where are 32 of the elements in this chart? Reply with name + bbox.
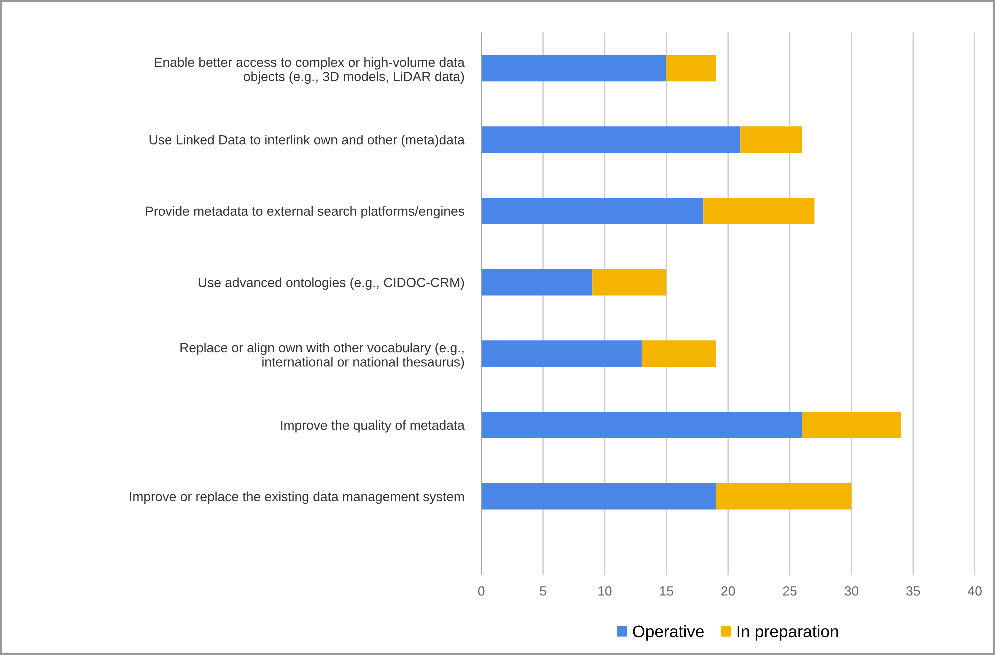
bar — [482, 126, 741, 153]
y-tick-label: Improve the quality of metadata — [281, 420, 465, 433]
bar — [716, 483, 852, 510]
legend-label: In preparation — [738, 625, 838, 641]
bar — [802, 412, 902, 438]
x-tick-label: 5 — [540, 586, 546, 596]
x-tick-label: 25 — [783, 586, 797, 596]
bar — [642, 340, 716, 368]
x-tick-label: 35 — [906, 586, 920, 596]
x-tick-label: 30 — [844, 586, 859, 596]
y-tick-label: Use advanced ontologies (e.g., CIDOC-CRM) — [199, 278, 464, 290]
legend-label: Operative — [633, 625, 704, 641]
bar — [592, 269, 667, 296]
bar — [740, 126, 802, 153]
y-tick-label: Improve or replace the existing data management system — [130, 492, 464, 504]
x-tick-label: 0 — [478, 586, 485, 596]
x-tick-label: 15 — [660, 586, 674, 596]
bar — [666, 55, 716, 82]
y-tick-label: Provide metadata to external search platforms/engines — [146, 206, 464, 219]
x-tick-label: 20 — [722, 586, 736, 596]
y-tick-label: Use Linked Data to interlink own and other (meta)data — [150, 135, 465, 148]
y-tick-label: Replace or align own with other vocabulary (e.g., international or national thesaurus) — [180, 342, 464, 370]
bar — [482, 412, 802, 438]
x-tick-label: 40 — [968, 586, 982, 596]
x-tick-label: 10 — [598, 586, 612, 596]
y-tick-label: Enable better access to complex or high-volume data objects (e.g., 3D models, LiDAR data) — [155, 58, 465, 84]
bar — [482, 198, 704, 224]
bar — [482, 340, 642, 368]
bar — [482, 269, 593, 296]
bar — [482, 55, 667, 82]
bar — [704, 198, 815, 224]
bar — [482, 483, 716, 510]
